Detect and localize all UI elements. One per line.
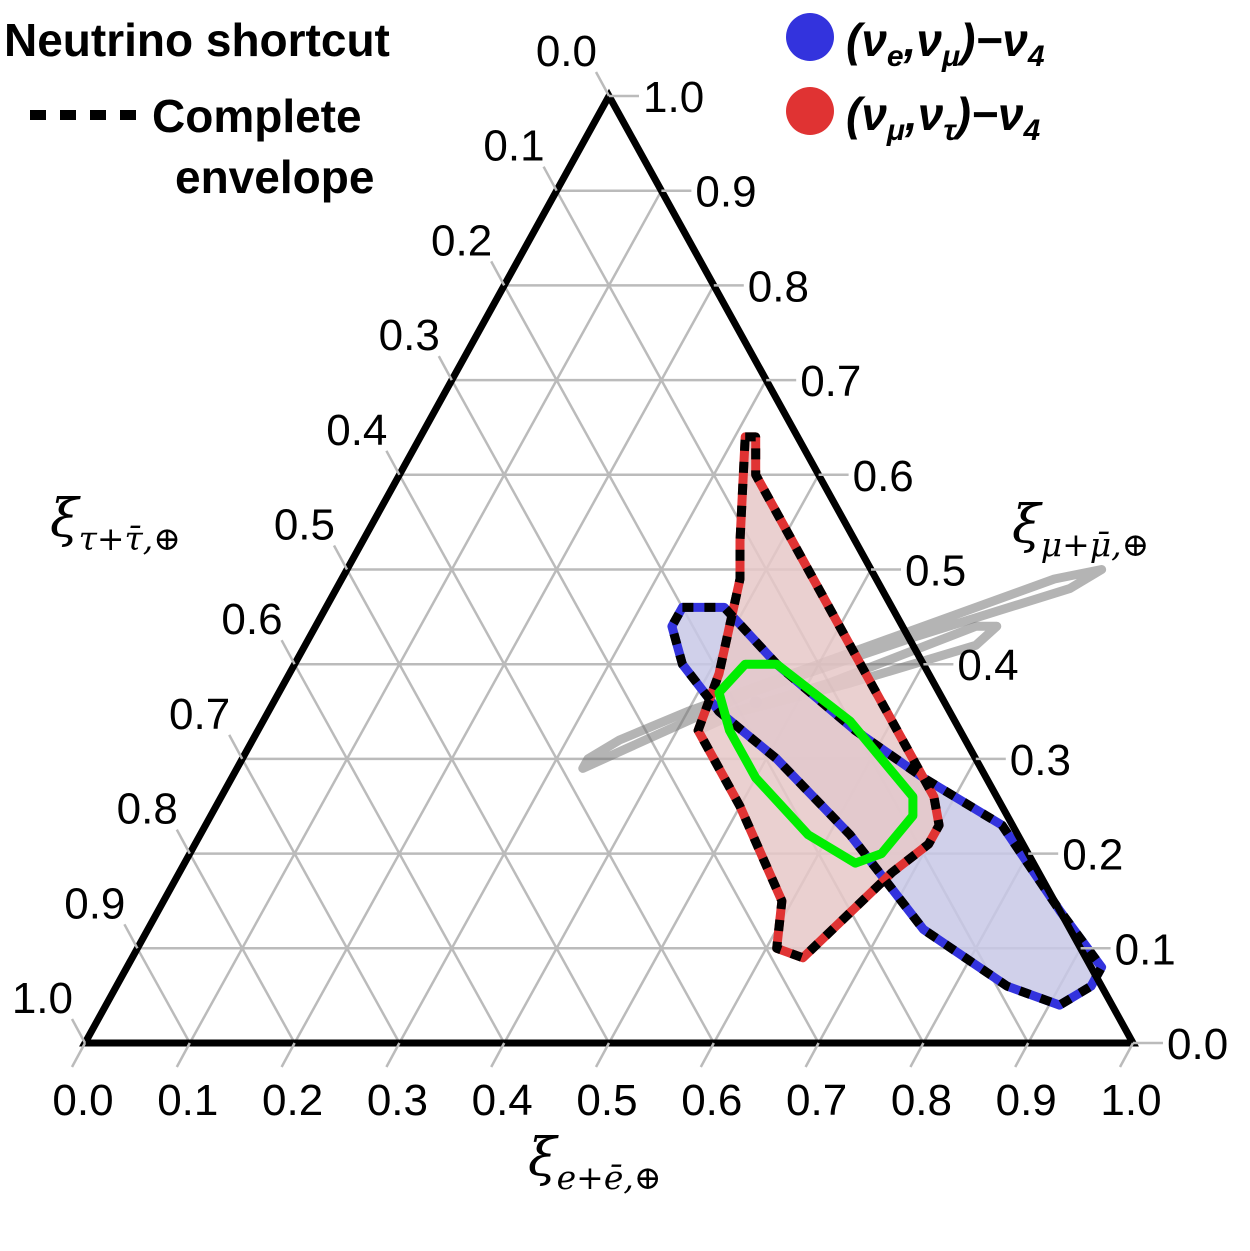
tick-label-tau-0: 0.0 bbox=[536, 27, 597, 76]
tick-label-e-8: 0.8 bbox=[891, 1076, 952, 1125]
envelope-outline-red bbox=[693, 432, 944, 963]
mu-axis-title: ξμ+μ̄,⊕ bbox=[1012, 495, 1149, 564]
tick-tau-3 bbox=[437, 355, 453, 381]
tick-label-e-7: 0.7 bbox=[786, 1076, 847, 1125]
tick-e-0 bbox=[70, 1042, 87, 1068]
tick-tau-7 bbox=[228, 734, 244, 760]
tick-tau-6 bbox=[280, 639, 296, 665]
tick-tau-0 bbox=[594, 71, 611, 97]
tick-label-mu-6: 0.6 bbox=[853, 452, 914, 501]
tick-label-tau-5: 0.5 bbox=[274, 501, 335, 550]
tick-e-9 bbox=[1014, 1042, 1030, 1068]
tick-labels: 0.0 0.0 0.0 0.1 0.1 0.1 0.2 0.2 0.2 0.3 0.3 0.3 0.4 0… bbox=[12, 27, 1228, 1125]
tick-e-6 bbox=[699, 1042, 715, 1068]
tick-label-mu-9: 0.9 bbox=[695, 168, 756, 217]
green-contour bbox=[714, 659, 918, 868]
legend-entry-1: (νμ,ντ)−ν4 bbox=[846, 88, 1040, 147]
tick-label-e-1: 0.1 bbox=[157, 1076, 218, 1125]
tick-label-e-0: 0.0 bbox=[52, 1076, 113, 1125]
grid-line-tau-5 bbox=[345, 568, 611, 1044]
grid-line-tau-3 bbox=[241, 758, 401, 1044]
tick-e-10 bbox=[1118, 1042, 1135, 1068]
tick-tau-10 bbox=[70, 1018, 87, 1044]
tick-label-tau-8: 0.8 bbox=[117, 785, 178, 834]
regions bbox=[578, 432, 1107, 1010]
tick-label-mu-4: 0.4 bbox=[957, 641, 1018, 690]
grid-line-tau-7 bbox=[450, 379, 820, 1044]
tick-label-e-3: 0.3 bbox=[367, 1076, 428, 1125]
tick-e-2 bbox=[280, 1042, 296, 1068]
tick-label-mu-1: 0.1 bbox=[1115, 925, 1176, 974]
tick-label-tau-6: 0.6 bbox=[221, 595, 282, 644]
tick-label-mu-7: 0.7 bbox=[800, 357, 861, 406]
grid-line-tau-6 bbox=[398, 474, 715, 1044]
tick-e-3 bbox=[385, 1042, 401, 1068]
tick-label-mu-3: 0.3 bbox=[1010, 736, 1071, 785]
tick-e-5 bbox=[594, 1042, 611, 1068]
tick-tau-8 bbox=[175, 829, 191, 855]
chart-title: Neutrino shortcut bbox=[4, 14, 390, 66]
tick-e-7 bbox=[804, 1042, 820, 1068]
grid-line-tau-1 bbox=[136, 947, 191, 1044]
grid-line-e-1 bbox=[188, 190, 663, 1044]
tick-label-mu-8: 0.8 bbox=[748, 262, 809, 311]
tick-tau-1 bbox=[542, 166, 558, 192]
tick-tau-9 bbox=[123, 923, 139, 949]
tick-label-e-9: 0.9 bbox=[996, 1076, 1057, 1125]
tau-axis-title: ξτ+τ̄,⊕ bbox=[50, 489, 181, 558]
tick-label-tau-10: 1.0 bbox=[12, 974, 73, 1023]
tick-label-tau-1: 0.1 bbox=[483, 122, 544, 171]
tick-label-e-10: 1.0 bbox=[1100, 1076, 1161, 1125]
tick-label-e-4: 0.4 bbox=[472, 1076, 533, 1125]
legend-swatch-red bbox=[786, 87, 834, 135]
envelope-legend-label-1: Complete bbox=[152, 90, 362, 142]
tick-label-tau-2: 0.2 bbox=[431, 216, 492, 265]
tick-label-tau-7: 0.7 bbox=[169, 690, 230, 739]
tick-e-1 bbox=[175, 1042, 191, 1068]
grid-line-e-3 bbox=[398, 379, 768, 1044]
legend-entry-0: (νe,νμ)−ν4 bbox=[846, 14, 1045, 73]
grid-line-tau-4 bbox=[293, 663, 506, 1044]
tick-label-mu-10: 1.0 bbox=[643, 73, 704, 122]
tick-tau-4 bbox=[385, 450, 401, 476]
tick-label-e-5: 0.5 bbox=[576, 1076, 637, 1125]
tick-label-tau-9: 0.9 bbox=[64, 879, 125, 928]
tick-label-e-2: 0.2 bbox=[262, 1076, 323, 1125]
tick-e-4 bbox=[490, 1042, 506, 1068]
x-axis-title: ξe+ē,⊕ bbox=[528, 1128, 662, 1197]
tick-tau-5 bbox=[332, 544, 349, 571]
tick-tau-2 bbox=[490, 260, 506, 286]
tick-label-tau-4: 0.4 bbox=[326, 406, 387, 455]
tick-label-mu-0: 0.0 bbox=[1167, 1020, 1228, 1069]
tick-label-e-6: 0.6 bbox=[681, 1076, 742, 1125]
legend-swatch-blue bbox=[786, 13, 834, 61]
grid-line-tau-2 bbox=[188, 852, 296, 1044]
envelope-legend-label-2: envelope bbox=[175, 151, 374, 203]
tick-label-tau-3: 0.3 bbox=[379, 311, 440, 360]
tick-e-8 bbox=[909, 1042, 925, 1068]
tick-label-mu-5: 0.5 bbox=[905, 547, 966, 596]
tick-label-mu-2: 0.2 bbox=[1062, 831, 1123, 880]
